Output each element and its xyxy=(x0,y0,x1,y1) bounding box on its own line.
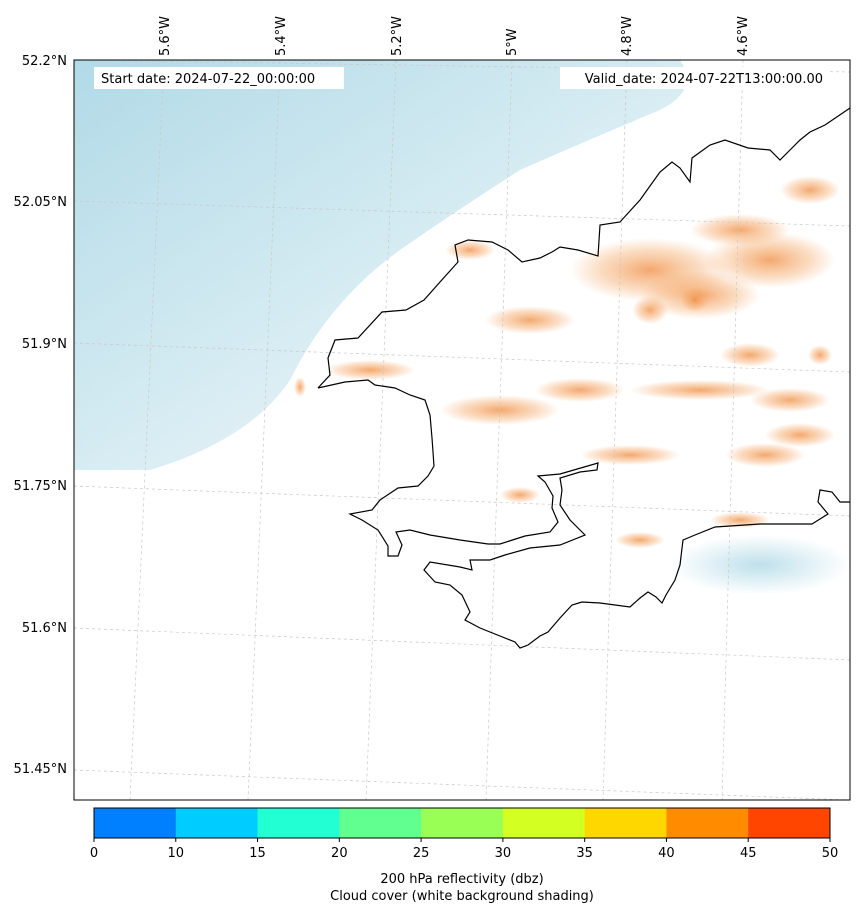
lon-label: 5.2°W xyxy=(390,16,405,56)
colorbar-tick-label: 10 xyxy=(168,846,185,861)
cloud-cover-patch xyxy=(670,535,850,595)
colorbar-tick-label: 40 xyxy=(658,846,675,861)
colorbar-tick-label: 35 xyxy=(576,846,593,861)
start-date-label: Start date: 2024-07-22_00:00:00 xyxy=(101,72,315,87)
colorbar-tick-label: 20 xyxy=(331,846,348,861)
lon-label: 5.6°W xyxy=(158,16,173,56)
colorbar-tick-label: 45 xyxy=(740,846,757,861)
lon-label: 5.4°W xyxy=(274,16,289,56)
colorbar-swatch xyxy=(175,808,259,838)
colorbar-swatch xyxy=(584,808,667,838)
colorbar-tick-label: 15 xyxy=(249,846,266,861)
lat-label: 52.2°N xyxy=(22,54,67,69)
colorbar-swatch xyxy=(502,808,586,838)
colorbar-tick-label: 50 xyxy=(822,846,839,861)
lon-label: 4.6°W xyxy=(736,16,751,56)
lat-label: 51.45°N xyxy=(14,762,67,777)
colorbar-label-line2: Cloud cover (white background shading) xyxy=(330,889,594,904)
colorbar-swatch xyxy=(666,808,749,838)
colorbar-label-line1: 200 hPa reflectivity (dbz) xyxy=(380,872,543,887)
reflectivity-cells xyxy=(294,176,840,548)
colorbar-swatch xyxy=(421,808,504,838)
colorbar: 0 10 15 20 25 30 35 40 45 50 xyxy=(90,807,839,861)
colorbar-swatch xyxy=(94,808,177,838)
valid-date-box xyxy=(560,67,830,89)
colorbar-tick-label: 0 xyxy=(90,846,98,861)
colorbar-swatch xyxy=(339,808,422,838)
coastline-south xyxy=(317,379,850,649)
colorbar-swatch xyxy=(257,808,340,838)
start-date-box xyxy=(94,67,344,89)
coastline-north xyxy=(317,107,850,389)
lon-label: 5°W xyxy=(505,28,520,56)
colorbar-border xyxy=(93,807,831,839)
cloud-cover-region xyxy=(74,60,687,470)
map-frame xyxy=(73,59,851,801)
lat-label: 51.75°N xyxy=(14,479,67,494)
lat-label: 51.9°N xyxy=(22,337,67,352)
colorbar-tick-label: 30 xyxy=(495,846,512,861)
valid-date-label: Valid_date: 2024-07-22T13:00:00.00 xyxy=(585,72,823,87)
lat-label: 51.6°N xyxy=(22,621,67,636)
colorbar-swatch xyxy=(748,808,831,838)
lat-label: 52.05°N xyxy=(14,195,67,210)
lon-label: 4.8°W xyxy=(620,16,635,56)
colorbar-tick-label: 25 xyxy=(413,846,430,861)
